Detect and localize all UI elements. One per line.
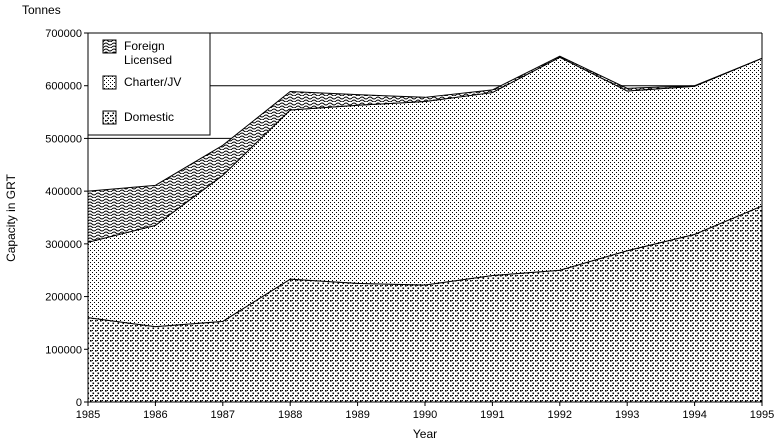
x-tick-label: 1986 — [143, 409, 167, 421]
y-tick-label: 500000 — [45, 133, 82, 145]
series-areas — [87, 55, 763, 403]
legend-label-foreign: Foreign — [124, 39, 165, 53]
x-tick-label: 1985 — [76, 409, 100, 421]
legend-swatch-foreign-licensed — [102, 39, 117, 54]
x-tick-label: 1989 — [345, 409, 369, 421]
x-tick-label: 1992 — [548, 409, 572, 421]
x-tick-label: 1987 — [211, 409, 235, 421]
y-tick-label: 0 — [76, 397, 82, 409]
y-unit-label: Tonnes — [22, 3, 61, 17]
y-axis-ticks: 0 100000 200000 300000 400000 500000 600000 700… — [45, 28, 88, 409]
legend: Foreign Licensed Charter/JV Domestic — [87, 32, 211, 136]
legend-swatch-charter-jv — [102, 75, 117, 90]
legend-label-domestic: Domestic — [124, 110, 174, 124]
x-axis-title: Year — [413, 427, 437, 441]
x-tick-label: 1988 — [278, 409, 302, 421]
axes — [87, 32, 763, 403]
y-tick-label: 200000 — [45, 292, 82, 304]
x-tick-label: 1990 — [413, 409, 437, 421]
x-axis-ticks: 1985 1986 1987 1988 1989 1990 1991 1992 1993 1994… — [76, 402, 774, 421]
x-tick-label: 1991 — [480, 409, 504, 421]
y-tick-label: 300000 — [45, 239, 82, 251]
y-axis-title: Capacity in GRT — [4, 173, 18, 261]
legend-label-charter-jv: Charter/JV — [124, 75, 181, 89]
legend-swatch-domestic — [102, 110, 117, 125]
y-tick-label: 400000 — [45, 186, 82, 198]
y-tick-label: 100000 — [45, 344, 82, 356]
x-tick-label: 1993 — [615, 409, 639, 421]
legend-label-licensed: Licensed — [124, 53, 172, 67]
y-tick-label: 600000 — [45, 81, 82, 93]
x-tick-label: 1995 — [750, 409, 774, 421]
y-tick-label: 700000 — [45, 28, 82, 40]
x-tick-label: 1994 — [682, 409, 706, 421]
area-foreign-licensed — [87, 55, 763, 243]
